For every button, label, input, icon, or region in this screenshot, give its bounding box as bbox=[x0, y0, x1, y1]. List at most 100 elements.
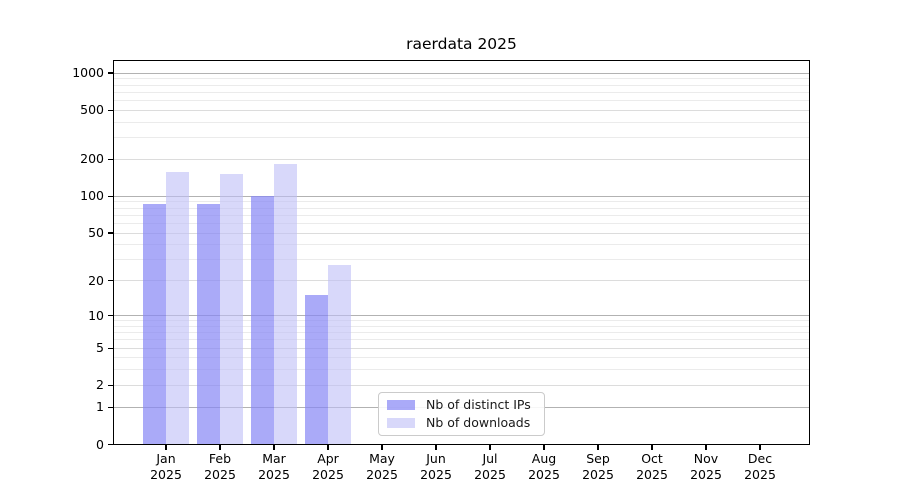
gridline-3 bbox=[113, 369, 810, 371]
x-tick-month-jan: Jan bbox=[156, 451, 176, 466]
x-tick-month-oct: Oct bbox=[641, 451, 663, 466]
legend: Nb of distinct IPs Nb of downloads bbox=[378, 392, 545, 436]
x-tick-label-may: May 2025 bbox=[355, 451, 409, 483]
x-tick-mark-mar bbox=[273, 445, 275, 450]
gridline-500 bbox=[113, 109, 810, 111]
x-tick-month-sep: Sep bbox=[586, 451, 610, 466]
y-tick-mark-500 bbox=[108, 109, 113, 111]
y-tick-mark-200 bbox=[108, 158, 113, 160]
y-tick-label-100: 100 bbox=[80, 188, 104, 204]
gridline-5 bbox=[113, 347, 810, 349]
x-tick-year-sep: 2025 bbox=[582, 467, 614, 482]
x-tick-month-jul: Jul bbox=[482, 451, 498, 466]
y-tick-mark-100 bbox=[108, 195, 113, 197]
x-tick-month-mar: Mar bbox=[262, 451, 286, 466]
y-tick-mark-0 bbox=[108, 443, 113, 446]
x-tick-year-feb: 2025 bbox=[204, 467, 236, 482]
gridline-1000 bbox=[113, 72, 810, 74]
x-tick-year-aug: 2025 bbox=[528, 467, 560, 482]
x-tick-month-dec: Dec bbox=[747, 451, 773, 466]
gridline-90 bbox=[113, 201, 810, 203]
y-tick-label-0: 0 bbox=[96, 436, 104, 452]
y-tick-label-200: 200 bbox=[80, 151, 104, 167]
x-tick-month-jun: Jun bbox=[426, 451, 446, 466]
gridline-10 bbox=[113, 315, 810, 317]
y-tick-mark-50 bbox=[108, 232, 113, 234]
x-tick-mark-sep bbox=[597, 445, 599, 450]
y-tick-label-1000: 1000 bbox=[72, 65, 104, 81]
x-tick-month-aug: Aug bbox=[531, 451, 557, 466]
x-tick-year-jun: 2025 bbox=[420, 467, 452, 482]
gridline-900 bbox=[113, 78, 810, 80]
x-tick-label-jun: Jun 2025 bbox=[409, 451, 463, 483]
chart-title: raerdata 2025 bbox=[406, 35, 517, 53]
legend-swatch-distinct-ips bbox=[387, 400, 415, 410]
y-tick-mark-2 bbox=[108, 384, 113, 387]
bar-nb-of-downloads-mar bbox=[274, 164, 297, 445]
bar-nb-of-distinct-ips-jan bbox=[143, 203, 166, 445]
x-tick-mark-dec bbox=[759, 445, 761, 450]
x-tick-year-may: 2025 bbox=[366, 467, 398, 482]
x-tick-month-feb: Feb bbox=[208, 451, 232, 466]
gridline-40 bbox=[113, 244, 810, 246]
x-tick-mark-nov bbox=[705, 445, 707, 450]
gridline-50 bbox=[113, 232, 810, 234]
x-tick-month-nov: Nov bbox=[693, 451, 719, 466]
bar-nb-of-distinct-ips-feb bbox=[197, 203, 220, 445]
x-tick-year-mar: 2025 bbox=[258, 467, 290, 482]
x-tick-label-mar: Mar 2025 bbox=[247, 451, 301, 483]
y-tick-mark-10 bbox=[108, 314, 113, 317]
plot-area bbox=[113, 60, 810, 445]
legend-entry-distinct-ips: Nb of distinct IPs bbox=[379, 398, 544, 412]
bar-nb-of-distinct-ips-mar bbox=[251, 196, 274, 445]
y-tick-mark-1 bbox=[108, 406, 113, 408]
gridline-8 bbox=[113, 325, 810, 327]
y-tick-mark-1000 bbox=[108, 72, 113, 74]
y-tick-label-10: 10 bbox=[88, 307, 104, 323]
x-tick-mark-may bbox=[381, 445, 383, 450]
x-tick-year-jul: 2025 bbox=[474, 467, 506, 482]
y-tick-label-5: 5 bbox=[96, 340, 104, 356]
x-tick-mark-apr bbox=[327, 445, 329, 450]
x-tick-label-apr: Apr 2025 bbox=[301, 451, 355, 483]
gridline-9 bbox=[113, 320, 810, 322]
gridline-70 bbox=[113, 214, 810, 216]
gridline-7 bbox=[113, 332, 810, 334]
x-tick-year-apr: 2025 bbox=[312, 467, 344, 482]
x-tick-label-nov: Nov 2025 bbox=[679, 451, 733, 483]
x-tick-label-aug: Aug 2025 bbox=[517, 451, 571, 483]
x-tick-mark-feb bbox=[219, 445, 221, 450]
gridline-6 bbox=[113, 339, 810, 341]
x-tick-year-jan: 2025 bbox=[150, 467, 182, 482]
x-tick-label-jan: Jan 2025 bbox=[139, 451, 193, 483]
y-tick-label-500: 500 bbox=[80, 102, 104, 118]
x-tick-label-sep: Sep 2025 bbox=[571, 451, 625, 483]
x-tick-year-dec: 2025 bbox=[744, 467, 776, 482]
gridline-2 bbox=[113, 384, 810, 386]
gridline-100 bbox=[113, 195, 810, 197]
y-tick-label-50: 50 bbox=[88, 225, 104, 241]
legend-label-distinct-ips: Nb of distinct IPs bbox=[426, 397, 531, 412]
x-tick-mark-jul bbox=[489, 445, 491, 450]
gridline-30 bbox=[113, 259, 810, 261]
x-tick-year-nov: 2025 bbox=[690, 467, 722, 482]
y-tick-label-1: 1 bbox=[96, 399, 104, 415]
x-tick-mark-jun bbox=[435, 445, 437, 450]
x-tick-label-dec: Dec 2025 bbox=[733, 451, 787, 483]
bar-nb-of-downloads-feb bbox=[220, 174, 243, 445]
x-tick-label-feb: Feb 2025 bbox=[193, 451, 247, 483]
y-tick-mark-5 bbox=[108, 347, 113, 349]
y-tick-label-2: 2 bbox=[96, 377, 104, 393]
legend-label-downloads: Nb of downloads bbox=[426, 415, 531, 430]
x-tick-mark-oct bbox=[651, 445, 653, 450]
x-tick-mark-aug bbox=[543, 445, 545, 450]
gridline-200 bbox=[113, 158, 810, 160]
y-tick-label-20: 20 bbox=[88, 272, 104, 288]
legend-swatch-downloads bbox=[387, 418, 415, 428]
x-tick-month-apr: Apr bbox=[317, 451, 339, 466]
gridline-300 bbox=[113, 137, 810, 139]
y-tick-mark-20 bbox=[108, 280, 113, 282]
x-tick-year-oct: 2025 bbox=[636, 467, 668, 482]
gridline-4 bbox=[113, 357, 810, 359]
